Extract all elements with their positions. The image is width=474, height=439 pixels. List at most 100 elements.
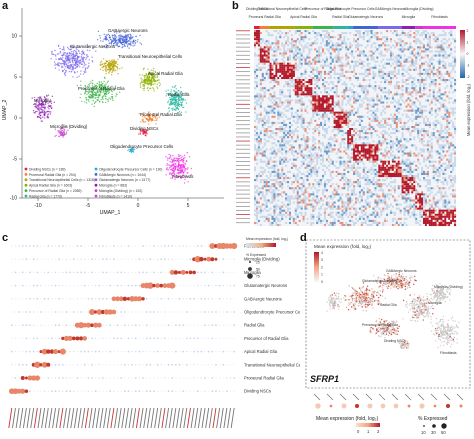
heatmap-cell bbox=[351, 95, 354, 98]
heatmap-cell bbox=[314, 95, 317, 98]
heatmap-cell bbox=[257, 144, 260, 147]
umap-point bbox=[179, 86, 182, 89]
heatmap-cell bbox=[259, 42, 262, 45]
heatmap-cell bbox=[318, 58, 321, 61]
heatmap-cell bbox=[401, 136, 404, 139]
heatmap-cell bbox=[298, 48, 301, 51]
umap-point bbox=[129, 33, 132, 36]
umap-point bbox=[40, 99, 43, 102]
umap-point bbox=[175, 108, 177, 110]
heatmap-cell bbox=[448, 132, 451, 135]
heatmap-cell bbox=[347, 119, 350, 122]
heatmap-cell bbox=[267, 50, 270, 53]
umap-point bbox=[33, 111, 35, 114]
heatmap-cell bbox=[421, 105, 424, 108]
heatmap-cell bbox=[304, 154, 307, 157]
umap-point bbox=[77, 64, 79, 66]
umap-point bbox=[130, 149, 132, 152]
umap-point bbox=[177, 154, 180, 156]
heatmap-cell bbox=[261, 119, 264, 122]
heatmap-cell bbox=[450, 134, 453, 137]
umap-point bbox=[139, 74, 141, 76]
heatmap-cell bbox=[329, 109, 332, 112]
heatmap-cell bbox=[263, 134, 266, 137]
heatmap-cell bbox=[358, 117, 361, 120]
heatmap-cell bbox=[356, 38, 359, 41]
heatmap-cell bbox=[362, 64, 365, 67]
umap-point bbox=[76, 58, 78, 60]
heatmap-cell bbox=[362, 32, 365, 35]
heatmap-cell bbox=[261, 46, 264, 49]
umap-point bbox=[62, 66, 64, 68]
umap-point bbox=[149, 118, 152, 120]
heatmap-cell bbox=[393, 40, 396, 43]
heatmap-cell bbox=[275, 30, 278, 33]
umap-point bbox=[78, 50, 80, 53]
heatmap-cell bbox=[263, 58, 266, 61]
heatmap-cell bbox=[440, 79, 443, 82]
umap-point bbox=[181, 101, 184, 103]
heatmap-cell bbox=[323, 70, 326, 73]
umap-point bbox=[107, 86, 109, 88]
heatmap-cell bbox=[358, 138, 361, 141]
heatmap-cell bbox=[442, 48, 445, 51]
umap-point bbox=[178, 160, 181, 162]
heatmap-cell bbox=[399, 38, 402, 41]
heatmap-cell bbox=[411, 76, 414, 80]
heatmap-cell bbox=[318, 72, 321, 75]
umap-point bbox=[79, 61, 81, 63]
umap-point bbox=[147, 129, 149, 131]
heatmap-cell bbox=[452, 38, 455, 41]
heatmap-cell bbox=[283, 101, 286, 104]
heatmap-cell bbox=[288, 85, 292, 88]
heatmap-cell bbox=[298, 42, 301, 45]
heatmap-cell bbox=[341, 40, 344, 43]
heatmap-group-bar bbox=[401, 26, 416, 29]
heatmap-cell bbox=[325, 152, 328, 155]
heatmap-cell bbox=[347, 144, 350, 147]
heatmap-cell bbox=[261, 48, 264, 51]
heatmap-cell bbox=[442, 38, 445, 41]
heatmap-cell bbox=[306, 95, 309, 98]
heatmap-cell bbox=[450, 87, 453, 90]
heatmap-cell bbox=[339, 66, 342, 69]
heatmap-cell bbox=[275, 97, 278, 100]
heatmap-cell bbox=[259, 79, 262, 82]
heatmap-cell bbox=[312, 111, 315, 114]
umap-point bbox=[47, 106, 49, 108]
umap-legend-swatch bbox=[24, 178, 28, 182]
heatmap-cell bbox=[368, 40, 371, 43]
umap-point bbox=[66, 58, 69, 60]
umap-point bbox=[178, 95, 180, 98]
umap-point bbox=[101, 97, 104, 99]
umap-point bbox=[154, 82, 156, 85]
heatmap-cell bbox=[306, 30, 309, 33]
heatmap-group-bar bbox=[294, 26, 313, 29]
heatmap-cell bbox=[426, 140, 429, 143]
heatmap-group-label: Fibroblasts bbox=[431, 15, 448, 19]
heatmap-cell bbox=[318, 50, 321, 53]
heatmap-cell bbox=[294, 115, 297, 118]
heatmap-cell bbox=[292, 79, 295, 82]
heatmap-cell bbox=[395, 140, 398, 143]
heatmap-cell bbox=[391, 95, 394, 98]
heatmap-cell bbox=[304, 46, 307, 49]
umap-point bbox=[153, 79, 156, 81]
heatmap-cell bbox=[254, 119, 257, 122]
heatmap-cell bbox=[384, 54, 387, 57]
heatmap-cell bbox=[304, 89, 307, 92]
heatmap-cell bbox=[288, 107, 292, 110]
umap-point bbox=[143, 79, 146, 82]
heatmap-cell bbox=[283, 68, 286, 71]
heatmap-cell bbox=[428, 34, 431, 37]
heatmap-cell bbox=[450, 42, 453, 45]
heatmap-cell bbox=[436, 50, 439, 53]
umap-point bbox=[88, 85, 91, 87]
heatmap-cell bbox=[279, 66, 282, 69]
heatmap-cell bbox=[294, 93, 297, 96]
heatmap-cell bbox=[376, 152, 379, 155]
heatmap-cell bbox=[432, 38, 435, 41]
heatmap-group-bar bbox=[353, 26, 379, 29]
heatmap-group-bar bbox=[312, 26, 334, 29]
heatmap-cell bbox=[360, 72, 363, 75]
